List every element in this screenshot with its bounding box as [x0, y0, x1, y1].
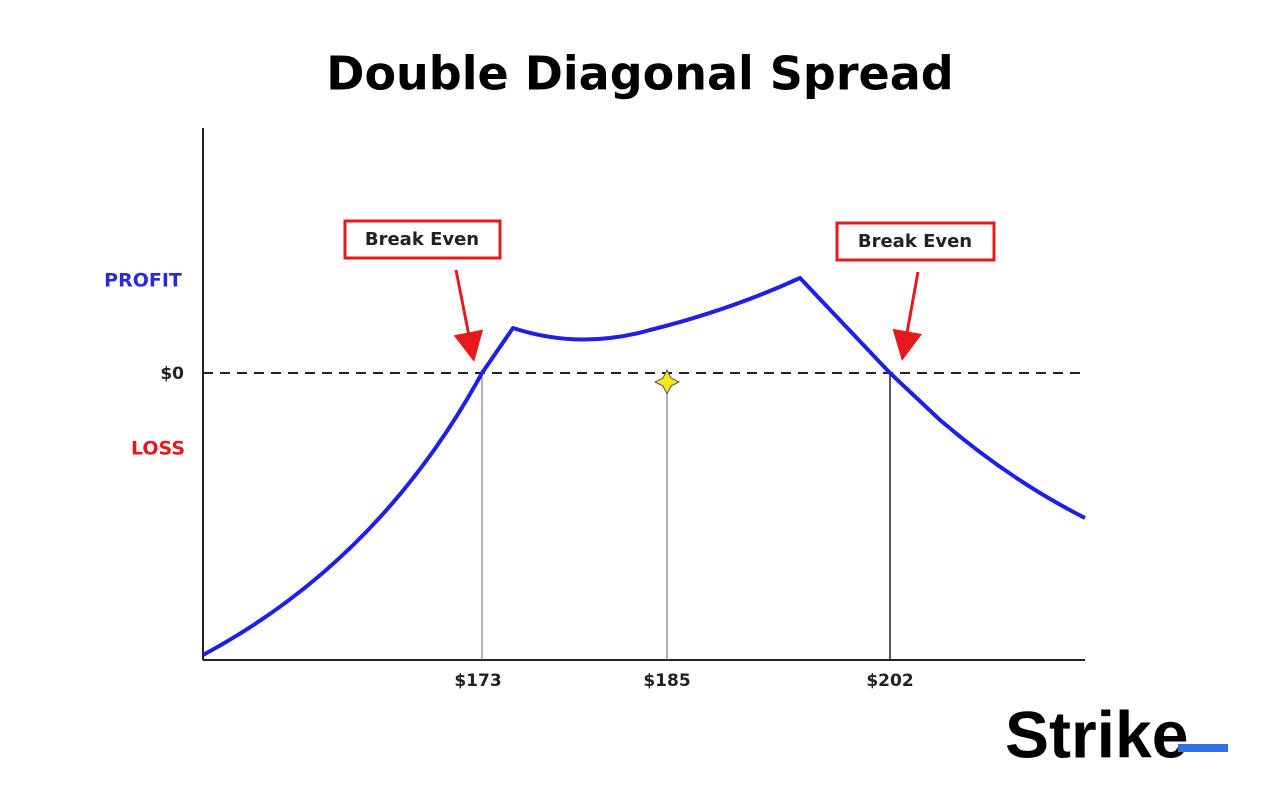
- arrow: [453, 269, 484, 362]
- profit-label: PROFIT: [104, 270, 182, 292]
- loss-label: LOSS: [131, 438, 185, 460]
- annotation: Break Even: [858, 231, 972, 252]
- logo: Strike: [1005, 697, 1188, 771]
- x-label: $173: [454, 671, 501, 691]
- annotation-box: [835, 221, 996, 262]
- star: [653, 368, 681, 396]
- annotation-box: [343, 219, 502, 260]
- zero-label: $0: [160, 364, 184, 384]
- payoff-curve: [202, 276, 1086, 657]
- title: Double Diagonal Spread: [326, 47, 953, 101]
- annotation: Break Even: [365, 229, 479, 250]
- arrow: [892, 271, 923, 361]
- x-label: $202: [866, 671, 913, 691]
- x-label: $185: [643, 671, 690, 691]
